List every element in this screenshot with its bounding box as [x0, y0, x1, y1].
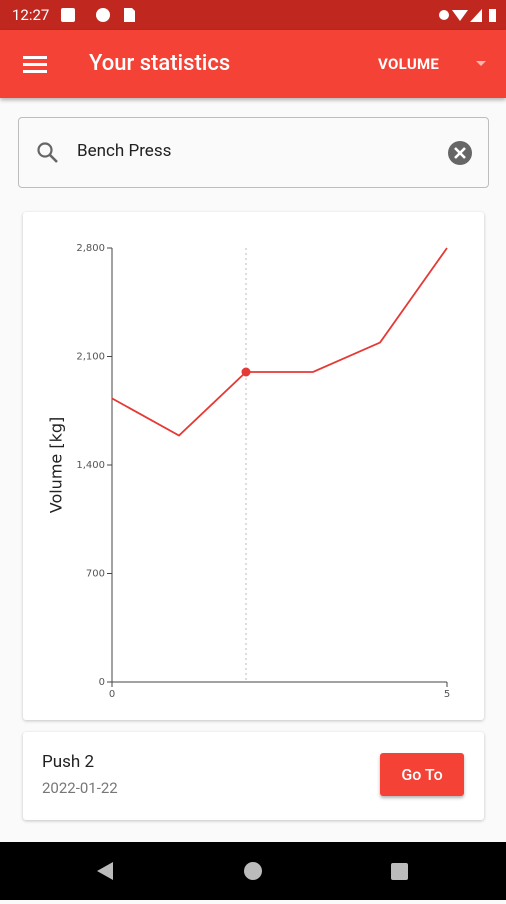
y-tick-label: 1,400 [76, 460, 105, 471]
y-axis-label: Volume [kg] [47, 417, 66, 514]
go-to-button[interactable]: Go To [380, 753, 464, 796]
metric-dropdown[interactable]: VOLUME [378, 55, 440, 73]
status-time: 12:27 [12, 6, 50, 24]
selected-workout-card: Push 2 2022-01-22 Go To [23, 732, 484, 820]
highlight-point [241, 367, 251, 377]
navigation-bar [0, 842, 506, 900]
app-bar: Your statistics VOLUME [0, 30, 506, 98]
x-tick-label: 5 [444, 689, 450, 700]
chart: Volume [kg] 0 700 1,400 2,100 2,800 0 5 [47, 243, 451, 700]
status-bar: 12:27 [0, 0, 506, 30]
y-tick-label: 700 [86, 569, 105, 580]
x-tick-label: 0 [109, 689, 115, 700]
search-icon [37, 142, 58, 163]
clear-button[interactable] [447, 140, 473, 166]
workout-date: 2022-01-22 [42, 779, 118, 797]
notification-icons [61, 8, 135, 22]
home-button[interactable] [244, 862, 262, 880]
system-icons [439, 9, 496, 22]
menu-button[interactable] [23, 54, 47, 74]
data-line [111, 247, 448, 437]
chart-card: Volume [kg] 0 700 1,400 2,100 2,800 0 5 [23, 212, 484, 720]
recents-button[interactable] [391, 863, 408, 880]
y-tick-label: 2,800 [76, 243, 105, 254]
workout-name: Push 2 [42, 752, 95, 772]
y-tick-label: 2,100 [76, 352, 105, 363]
search-field[interactable]: Bench Press [18, 117, 489, 188]
app-title: Your statistics [89, 51, 231, 76]
nav-buttons [97, 862, 408, 880]
y-tick-label: 0 [99, 677, 105, 688]
dropdown-arrow[interactable] [476, 61, 488, 69]
search-query[interactable]: Bench Press [77, 141, 172, 161]
back-button[interactable] [97, 862, 113, 880]
